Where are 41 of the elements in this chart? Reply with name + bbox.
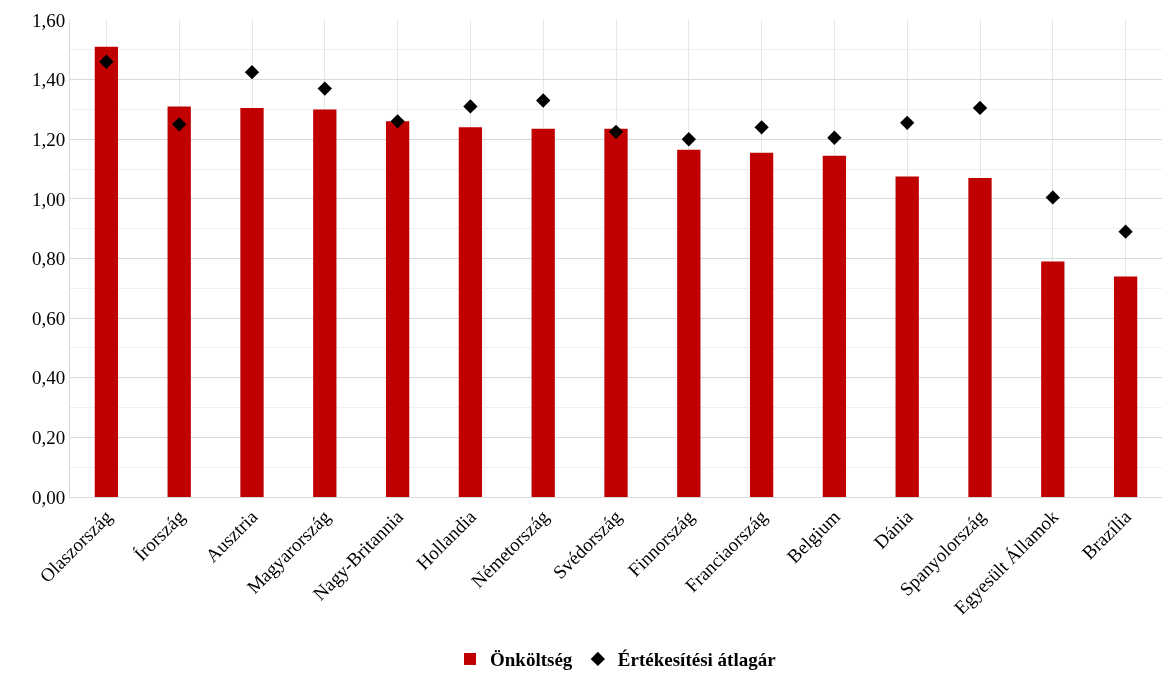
y-tick-label: 0,00 xyxy=(31,486,66,508)
y-tick-label: 1,60 xyxy=(31,9,66,31)
legend-label: Értékesítési átlagár xyxy=(617,649,777,671)
point xyxy=(390,114,405,129)
point xyxy=(608,124,624,139)
y-tick-label: 0,80 xyxy=(31,248,66,270)
bar xyxy=(749,152,774,497)
y-tick-label: 1,40 xyxy=(31,69,66,91)
point xyxy=(99,54,114,69)
y-tick-label: 0,60 xyxy=(31,307,66,329)
point xyxy=(754,120,769,135)
point xyxy=(972,100,988,116)
bar xyxy=(531,128,555,497)
bar xyxy=(677,149,701,497)
point xyxy=(1118,224,1133,239)
bar xyxy=(167,106,191,497)
bar xyxy=(240,107,264,497)
bar xyxy=(822,155,847,497)
y-tick-label: 0,20 xyxy=(31,427,66,449)
bar xyxy=(604,128,628,497)
bar xyxy=(94,46,119,497)
point xyxy=(681,132,696,147)
y-tick-label: 0,40 xyxy=(31,367,66,389)
point xyxy=(172,117,187,132)
point xyxy=(244,65,260,80)
bar xyxy=(458,127,483,497)
point xyxy=(317,81,332,96)
bar xyxy=(968,178,992,497)
bar xyxy=(385,121,410,497)
point xyxy=(463,99,478,114)
point xyxy=(900,115,915,130)
bar xyxy=(1041,261,1065,497)
point xyxy=(536,93,551,108)
point xyxy=(827,130,842,145)
y-tick-label: 1,20 xyxy=(31,128,66,150)
bar xyxy=(313,109,337,497)
bar xyxy=(895,176,919,497)
bar xyxy=(1113,276,1138,497)
point xyxy=(1045,190,1060,205)
y-tick-label: 1,00 xyxy=(31,188,66,210)
legend-label: Önköltség xyxy=(490,649,573,671)
